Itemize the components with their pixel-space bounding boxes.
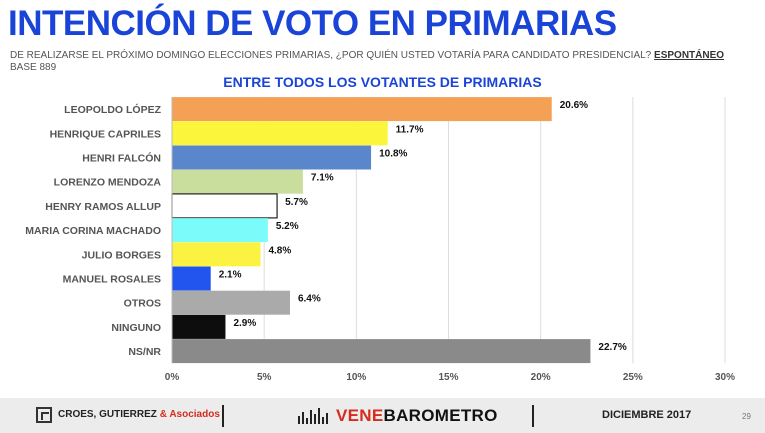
survey-question: DE REALIZARSE EL PRÓXIMO DOMINGO ELECCIO… (10, 50, 755, 62)
value-label: 4.8% (268, 245, 291, 256)
x-tick-label: 25% (623, 372, 643, 383)
value-label: 2.9% (233, 318, 256, 329)
question-tag: ESPONTÁNEO (654, 50, 725, 61)
footer-divider (222, 405, 224, 427)
sample-base: BASE 889 (10, 62, 57, 73)
category-label: LORENZO MENDOZA (54, 177, 162, 189)
category-label: LEOPOLDO LÓPEZ (64, 103, 161, 116)
x-tick-label: 20% (531, 372, 551, 383)
chart-subtitle: ENTRE TODOS LOS VOTANTES DE PRIMARIAS (223, 74, 542, 90)
category-label: JULIO BORGES (82, 249, 161, 261)
value-label: 5.2% (276, 221, 299, 232)
value-label: 20.6% (560, 100, 588, 111)
page-number: 29 (742, 412, 751, 421)
question-text: DE REALIZARSE EL PRÓXIMO DOMINGO ELECCIO… (10, 50, 652, 61)
value-label: 5.7% (285, 197, 308, 208)
value-label: 22.7% (598, 342, 626, 353)
barometer-bars-icon (298, 408, 328, 424)
bar (172, 290, 290, 315)
report-date: DICIEMBRE 2017 (602, 409, 692, 421)
value-label: 10.8% (379, 149, 407, 160)
bar (172, 121, 388, 146)
bar (172, 266, 211, 291)
value-label: 11.7% (396, 124, 424, 135)
company-main: CROES, GUTIERREZ (58, 409, 157, 420)
value-label: 2.1% (219, 270, 242, 281)
bar (172, 339, 591, 364)
bar (172, 242, 261, 267)
x-tick-label: 15% (438, 372, 458, 383)
company-amp: & Asociados (159, 409, 220, 420)
x-tick-label: 5% (257, 372, 272, 383)
x-tick-label: 0% (165, 372, 180, 383)
category-label: OTROS (124, 298, 161, 310)
category-label: HENRI FALCÓN (82, 152, 161, 165)
category-label: NINGUNO (111, 322, 161, 334)
brand-rest: BAROMETRO (383, 406, 498, 425)
bar (172, 97, 552, 122)
footer: CROES, GUTIERREZ & Asociados VENEBAROMET… (0, 398, 765, 433)
bar (172, 145, 372, 170)
category-label: HENRY RAMOS ALLUP (45, 201, 161, 213)
brand-name: VENEBAROMETRO (336, 406, 498, 426)
company-logo-icon (36, 407, 52, 423)
category-label: MARIA CORINA MACHADO (25, 225, 161, 237)
category-label: HENRIQUE CAPRILES (50, 128, 161, 140)
bar (172, 218, 268, 243)
value-label: 7.1% (311, 173, 334, 184)
category-label: NS/NR (128, 346, 161, 358)
page-title: INTENCIÓN DE VOTO EN PRIMARIAS (8, 4, 617, 43)
footer-divider (532, 405, 534, 427)
bar (171, 193, 278, 219)
x-tick-label: 30% (715, 372, 735, 383)
x-tick-label: 10% (346, 372, 366, 383)
company-name: CROES, GUTIERREZ & Asociados (58, 409, 220, 420)
bar (172, 169, 303, 194)
category-label: MANUEL ROSALES (63, 274, 161, 286)
bar (172, 314, 226, 339)
bar-chart: 0% 5% 10% 15% 20% 25% 30% LEOPOLDO LÓPEZ 20.6% HE… (25, 97, 735, 383)
value-label: 6.4% (298, 294, 321, 305)
brand-accent: VENE (336, 406, 384, 425)
